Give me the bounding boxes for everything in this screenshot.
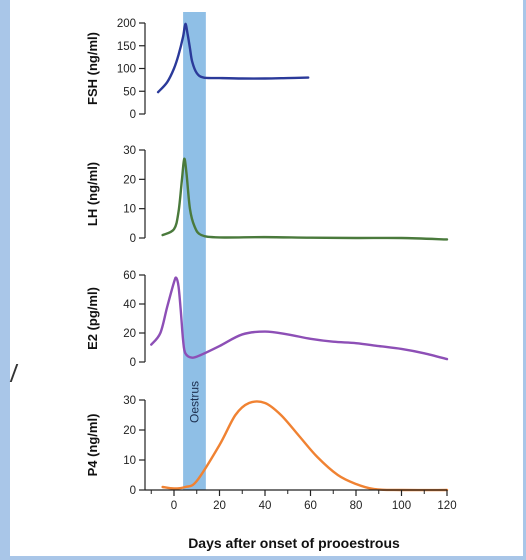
y-tick-label: 0 <box>130 485 136 497</box>
y-axis-label: LH (ng/ml) <box>85 162 100 226</box>
series-line-p4 <box>161 400 449 492</box>
left-border-strip <box>0 0 10 560</box>
y-tick-label: 20 <box>123 328 136 340</box>
y-tick-label: 20 <box>123 174 136 186</box>
y-tick-label: 30 <box>123 145 136 157</box>
y-tick-label: 10 <box>123 455 136 467</box>
y-tick-label: 30 <box>123 395 136 407</box>
y-tick-label: 0 <box>130 233 136 245</box>
x-tick-label: 20 <box>213 500 226 512</box>
panel-2: 0 10 20 30 LH (ng/ml) <box>85 145 449 245</box>
y-tick-label: 20 <box>123 425 136 437</box>
oestrus-band <box>183 12 206 490</box>
panel-4: 0 10 20 30 P4 (ng/ml) <box>85 395 449 497</box>
y-tick-label: 200 <box>117 18 136 30</box>
series-line-e2 <box>150 276 449 361</box>
x-axis-label: Days after onset of prooestrous <box>188 535 400 551</box>
y-tick-label: 100 <box>117 64 136 76</box>
y-tick-label: 150 <box>117 41 136 53</box>
x-tick-label: 60 <box>304 500 317 512</box>
right-border-strip <box>523 0 526 560</box>
x-tick-label: 0 <box>171 500 177 512</box>
y-tick-label: 40 <box>123 299 136 311</box>
y-axis-label: FSH (ng/ml) <box>85 32 100 105</box>
oestrus-band-label: Oestrus <box>187 381 201 423</box>
y-axis-label: P4 (ng/ml) <box>85 414 100 477</box>
x-tick-label: 40 <box>259 500 272 512</box>
bottom-border-strip <box>0 556 526 560</box>
y-tick-label: 10 <box>123 204 136 216</box>
series-line-fsh <box>156 22 310 94</box>
x-tick-label: 120 <box>437 500 456 512</box>
panel-3: 0 20 40 60 E2 (pg/ml) <box>85 270 449 369</box>
y-tick-label: 50 <box>123 86 136 98</box>
panel-1: 0 50 100 150 200 FSH (ng/ml) <box>85 18 310 121</box>
y-tick-label: 60 <box>123 270 136 282</box>
y-tick-label: 0 <box>130 109 136 121</box>
x-tick-label: 100 <box>392 500 411 512</box>
y-tick-label: 0 <box>130 357 136 369</box>
x-tick-label: 80 <box>350 500 363 512</box>
series-line-lh <box>161 157 449 241</box>
y-axis-label: E2 (pg/ml) <box>85 287 100 350</box>
